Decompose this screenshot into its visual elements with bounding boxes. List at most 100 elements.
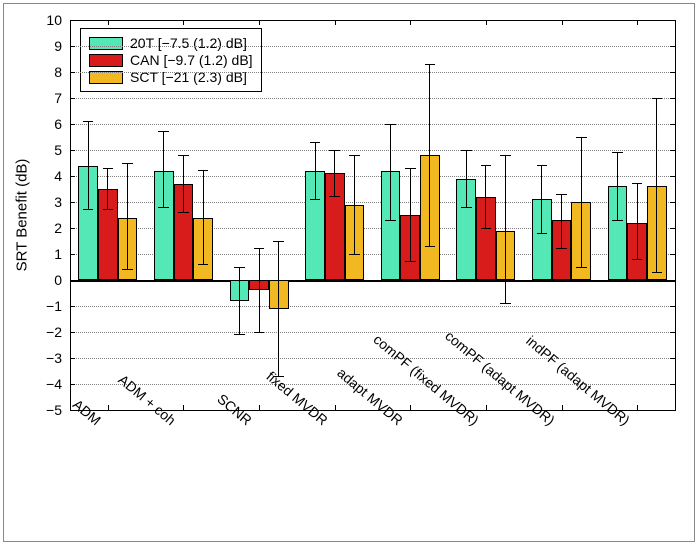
errorbar-cap [612,220,623,221]
y-tick-label: 1 [32,246,62,262]
errorbar-cap [500,155,511,156]
x-tick [259,405,260,410]
errorbar-cap [576,137,587,138]
errorbar-cap [329,150,340,151]
y-tick-label: 2 [32,220,62,236]
errorbar-cap [122,269,133,270]
x-tick [486,20,487,25]
errorbar [183,155,184,212]
axis-line [70,20,71,410]
errorbar-cap [178,155,189,156]
errorbar-cap [425,246,436,247]
legend-swatch [89,37,123,50]
errorbar-cap [198,170,209,171]
errorbar [656,98,657,272]
y-tick-label: −1 [32,298,62,314]
y-tick-label: 7 [32,90,62,106]
errorbar [390,124,391,220]
x-tick [562,20,563,25]
errorbar-cap [537,165,548,166]
errorbar [259,249,260,332]
errorbar-cap [198,264,209,265]
errorbar-cap [310,142,321,143]
errorbar-cap [103,209,114,210]
x-tick [335,405,336,410]
errorbar [334,150,335,197]
legend-swatch [89,54,123,67]
x-tick [637,405,638,410]
errorbar-cap [385,220,396,221]
grid-line [70,358,675,359]
errorbar [315,142,316,199]
errorbar-cap [632,259,643,260]
errorbar-cap [329,196,340,197]
errorbar [354,155,355,254]
errorbar [410,168,411,262]
errorbar-cap [576,267,587,268]
grid-line [70,306,675,307]
errorbar-cap [652,98,663,99]
grid-line [70,98,675,99]
y-tick-label: −3 [32,350,62,366]
errorbar [107,168,108,210]
x-tick [183,405,184,410]
legend-label: CAN [−9.7 (1.2) dB] [130,52,253,68]
errorbar [617,153,618,221]
grid-line [70,150,675,151]
errorbar-cap [349,254,360,255]
legend-label: 20T [−7.5 (1.2) dB] [130,35,247,51]
errorbar [278,241,279,376]
errorbar-cap [425,64,436,65]
errorbar-cap [500,303,511,304]
x-tick [108,20,109,25]
y-tick-label: 4 [32,168,62,184]
x-tick [108,405,109,410]
errorbar-cap [83,209,94,210]
errorbar [485,166,486,228]
grid-line [70,332,675,333]
errorbar-cap [652,272,663,273]
y-tick-label: −2 [32,324,62,340]
errorbar-cap [556,248,567,249]
errorbar-cap [612,152,623,153]
errorbar-cap [405,168,416,169]
errorbar-cap [178,212,189,213]
errorbar-cap [310,199,321,200]
errorbar-cap [405,261,416,262]
axis-line [70,20,675,21]
errorbar-cap [234,267,245,268]
y-tick-label: 3 [32,194,62,210]
errorbar-cap [83,121,94,122]
errorbar-cap [481,165,492,166]
y-tick-label: −5 [32,402,62,418]
y-tick-label: −4 [32,376,62,392]
errorbar-cap [632,183,643,184]
errorbar [505,155,506,303]
errorbar-cap [254,332,265,333]
legend-row: CAN [−9.7 (1.2) dB] [89,52,253,68]
grid-line [70,72,675,73]
x-tick [259,20,260,25]
axis-line [675,20,676,410]
errorbar-cap [349,155,360,156]
legend-row: 20T [−7.5 (1.2) dB] [89,35,253,51]
x-tick [562,405,563,410]
errorbar-cap [103,168,114,169]
y-tick-label: 5 [32,142,62,158]
y-tick-label: 10 [32,12,62,28]
errorbar [581,137,582,267]
errorbar [203,171,204,265]
errorbar-cap [481,228,492,229]
grid-line [70,46,675,47]
errorbar [88,121,89,209]
y-tick-label: 6 [32,116,62,132]
x-tick [410,20,411,25]
errorbar [127,163,128,270]
errorbar-cap [273,241,284,242]
y-tick-label: 9 [32,38,62,54]
errorbar [541,166,542,234]
x-tick [486,405,487,410]
x-tick [183,20,184,25]
errorbar-cap [385,124,396,125]
errorbar [239,267,240,335]
